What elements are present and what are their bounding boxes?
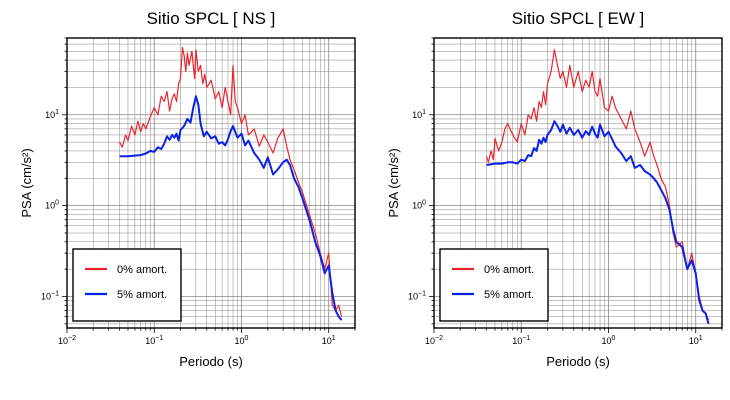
legend-label-1: 5% amort. xyxy=(484,289,534,301)
y-axis-label: PSA (cm/s²) xyxy=(19,148,34,217)
x-tick-base: 10 xyxy=(602,336,612,346)
x-tick-base: 10 xyxy=(689,336,699,346)
x-tick-exp: 0 xyxy=(612,335,616,342)
series-line-damp5 xyxy=(486,120,710,325)
y-tick-base: 10 xyxy=(412,110,422,120)
x-tick-label: 101 xyxy=(689,335,703,346)
legend-box xyxy=(72,248,182,322)
series-line-damp5 xyxy=(119,95,343,321)
x-axis-label: Periodo (s) xyxy=(179,354,243,369)
y-tick-label: 100 xyxy=(412,200,426,211)
x-tick-exp: −1 xyxy=(522,335,530,342)
x-tick-base: 10 xyxy=(58,336,68,346)
y-tick-exp: 0 xyxy=(55,200,59,207)
x-tick-label: 10−1 xyxy=(145,335,163,346)
y-tick-label: 101 xyxy=(45,109,59,120)
x-tick-base: 10 xyxy=(322,336,332,346)
y-tick-exp: 0 xyxy=(422,200,426,207)
y-tick-label: 101 xyxy=(412,109,426,120)
x-tick-label: 101 xyxy=(322,335,336,346)
plot-frame xyxy=(433,37,723,329)
x-tick-label: 100 xyxy=(602,335,616,346)
x-tick-label: 10−2 xyxy=(58,335,76,346)
y-tick-exp: 1 xyxy=(422,109,426,116)
x-tick-base: 10 xyxy=(425,336,435,346)
x-tick-exp: −2 xyxy=(68,335,76,342)
x-tick-exp: 1 xyxy=(699,335,703,342)
y-tick-base: 10 xyxy=(412,201,422,211)
legend: 0% amort. 5% amort. xyxy=(72,248,182,322)
chart-title: Sitio SPCL [ NS ] xyxy=(147,9,276,28)
legend-label-0: 0% amort. xyxy=(117,264,167,276)
x-tick-exp: 1 xyxy=(332,335,336,342)
y-axis-label: PSA (cm/s²) xyxy=(386,148,401,217)
x-tick-exp: −1 xyxy=(155,335,163,342)
series-line-damp0 xyxy=(118,46,343,317)
y-tick-label: 100 xyxy=(45,200,59,211)
plot-frame xyxy=(66,37,356,329)
legend: 0% amort. 5% amort. xyxy=(439,248,549,322)
y-tick-label: 10−1 xyxy=(41,290,59,301)
x-tick-label: 100 xyxy=(235,335,249,346)
y-tick-base: 10 xyxy=(45,110,55,120)
x-tick-base: 10 xyxy=(145,336,155,346)
x-tick-base: 10 xyxy=(235,336,245,346)
x-tick-label: 10−2 xyxy=(425,335,443,346)
y-tick-exp: 1 xyxy=(55,109,59,116)
y-tick-base: 10 xyxy=(408,291,418,301)
y-tick-exp: −1 xyxy=(51,290,59,297)
series-line-damp0 xyxy=(485,49,710,321)
x-tick-exp: −2 xyxy=(435,335,443,342)
x-tick-exp: 0 xyxy=(245,335,249,342)
y-tick-exp: −1 xyxy=(418,290,426,297)
legend-label-0: 0% amort. xyxy=(484,264,534,276)
y-tick-base: 10 xyxy=(45,201,55,211)
x-tick-label: 10−1 xyxy=(512,335,530,346)
grid xyxy=(66,37,356,328)
x-axis-label: Periodo (s) xyxy=(546,354,610,369)
legend-box xyxy=(439,248,549,322)
x-tick-base: 10 xyxy=(512,336,522,346)
y-tick-base: 10 xyxy=(41,291,51,301)
y-tick-label: 10−1 xyxy=(408,290,426,301)
legend-label-1: 5% amort. xyxy=(117,289,167,301)
chart-title: Sitio SPCL [ EW ] xyxy=(512,9,645,28)
